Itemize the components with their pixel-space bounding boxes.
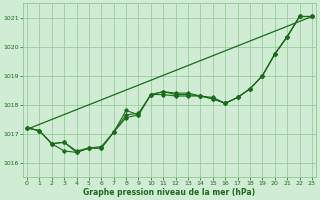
X-axis label: Graphe pression niveau de la mer (hPa): Graphe pression niveau de la mer (hPa) bbox=[84, 188, 256, 197]
